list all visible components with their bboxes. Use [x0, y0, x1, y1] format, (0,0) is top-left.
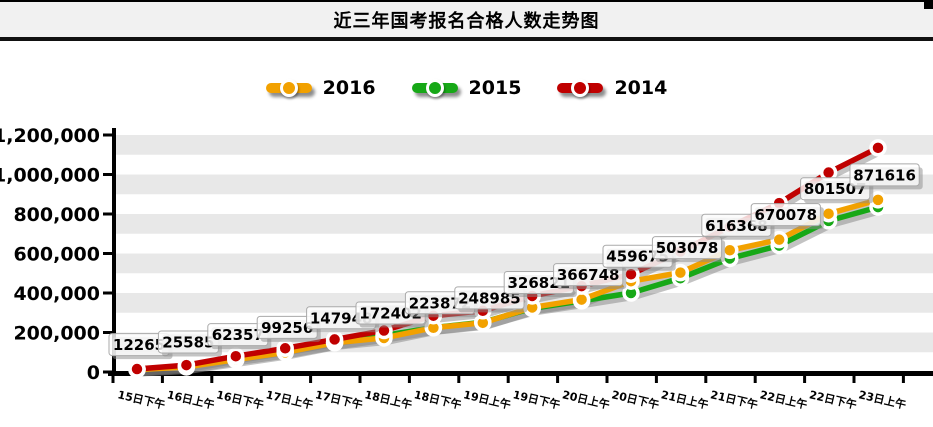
y-axis-tick	[103, 252, 114, 255]
x-axis-tick	[259, 374, 263, 383]
data-label: 670078	[754, 206, 817, 224]
legend-item-2014: 2014	[557, 77, 667, 99]
chart-title-bar: 近三年国考报名合格人数走势图	[0, 0, 933, 41]
x-axis-tick	[506, 374, 510, 383]
y-axis-label: 200,000	[13, 323, 100, 345]
data-label: 871616	[853, 166, 916, 184]
x-axis-tick	[358, 374, 362, 383]
x-axis-label: 18日下午	[413, 387, 463, 412]
x-axis-label: 22日上午	[759, 387, 809, 412]
legend-label: 2015	[468, 77, 522, 99]
data-label-box	[553, 263, 624, 287]
grid-stripe	[116, 135, 933, 155]
legend-dot-icon	[279, 79, 298, 97]
y-axis-label: 1,000,000	[0, 165, 100, 187]
x-axis-tick	[605, 374, 609, 383]
data-point-2014	[869, 139, 887, 157]
x-axis-tick	[160, 374, 164, 383]
legend-dot-icon	[425, 79, 444, 97]
x-axis-label: 17日下午	[314, 387, 364, 412]
legend-line-icon	[557, 79, 604, 97]
data-point-2014	[227, 347, 245, 365]
x-axis-tick	[901, 374, 905, 383]
legend-item-2016: 2016	[265, 77, 376, 99]
x-axis-line	[108, 371, 933, 376]
y-axis-tick	[103, 173, 114, 176]
data-label: 25585	[162, 333, 214, 351]
x-axis-tick	[556, 374, 560, 383]
x-axis-tick	[852, 374, 856, 383]
corner-mark	[924, 0, 933, 9]
grid-stripe	[116, 174, 933, 195]
x-axis-label: 19日下午	[512, 387, 562, 412]
legend-dot-icon	[571, 79, 590, 97]
x-axis-tick	[309, 374, 313, 383]
x-axis-tick	[111, 374, 115, 383]
legend-label: 2016	[322, 77, 376, 99]
x-axis-label: 21日下午	[709, 387, 759, 412]
legend-label: 2014	[614, 77, 668, 99]
data-label: 503078	[656, 239, 719, 257]
data-label: 12265	[113, 336, 165, 354]
data-point-2014	[128, 360, 146, 378]
y-axis-label: 0	[87, 362, 100, 384]
y-axis-tick	[103, 212, 114, 216]
series-shadow-2015	[137, 208, 884, 377]
data-point-2014	[325, 330, 344, 349]
grid-stripe	[116, 253, 933, 274]
y-axis-label: 1,200,000	[0, 125, 100, 147]
x-axis-label: 22日下午	[808, 387, 858, 412]
chart-legend: 2016 2015 2014	[0, 72, 933, 104]
series-line-2016	[134, 197, 881, 373]
x-axis-label: 15日下午	[116, 387, 166, 412]
data-label: 366748	[557, 266, 620, 284]
x-axis-tick	[654, 374, 658, 383]
x-axis-label: 23日上午	[857, 387, 907, 412]
y-axis-tick	[103, 370, 114, 374]
y-axis-label: 400,000	[13, 283, 100, 305]
page-title: 近三年国考报名合格人数走势图	[333, 10, 600, 32]
x-axis-label: 20日上午	[561, 387, 611, 412]
y-axis-tick	[103, 291, 114, 295]
x-axis-label: 17日上午	[265, 387, 315, 412]
x-axis-label: 20日下午	[610, 387, 660, 412]
x-axis-tick	[457, 374, 461, 383]
legend-item-2015: 2015	[411, 77, 522, 99]
y-axis-label: 800,000	[13, 204, 100, 226]
x-axis-tick	[753, 374, 757, 383]
x-axis-tick	[407, 374, 411, 383]
x-axis-tick	[210, 374, 214, 383]
data-label-box	[849, 163, 920, 187]
data-label-box	[651, 236, 723, 260]
data-label: 248985	[458, 289, 521, 307]
legend-line-icon	[265, 79, 312, 97]
data-label: 99256	[261, 319, 313, 337]
x-axis-label: 19日上午	[462, 387, 512, 412]
data-label: 62357	[212, 326, 264, 344]
x-axis-tick	[803, 374, 807, 383]
data-point-2014	[276, 339, 294, 358]
data-label-box	[750, 203, 821, 227]
x-axis-tick	[704, 374, 708, 383]
data-point-2014	[177, 356, 196, 374]
y-axis-tick	[103, 133, 114, 137]
x-axis-label: 16日下午	[215, 387, 265, 412]
data-point-2016	[671, 263, 690, 282]
x-axis-label: 21日上午	[660, 387, 710, 412]
x-axis-label: 16日上午	[166, 387, 216, 412]
y-axis-line	[112, 128, 116, 375]
y-axis-label: 600,000	[13, 244, 100, 266]
x-axis-label: 18日上午	[363, 387, 413, 412]
y-axis-tick	[103, 331, 114, 334]
legend-line-icon	[411, 79, 458, 97]
